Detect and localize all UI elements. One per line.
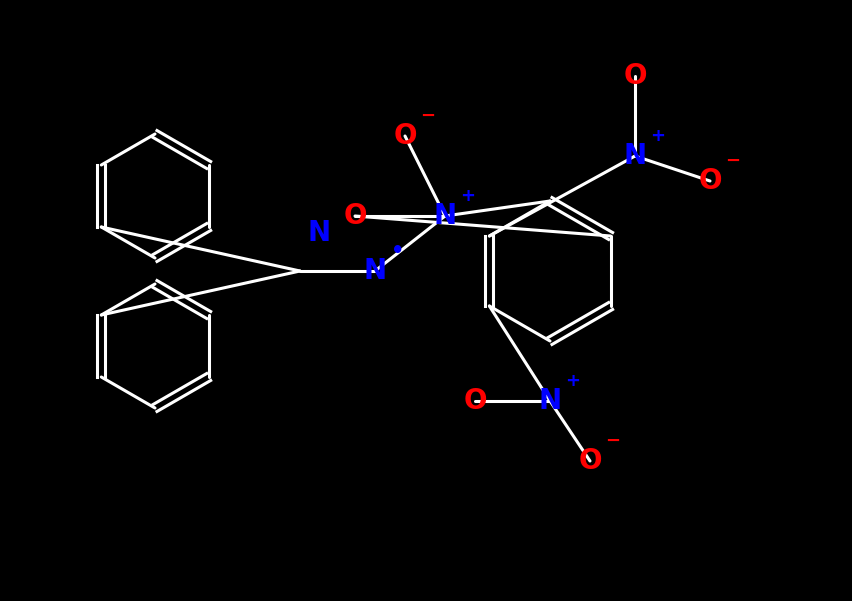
Text: +: +: [650, 127, 665, 145]
Text: +: +: [460, 187, 475, 205]
Text: −: −: [605, 432, 620, 450]
Text: N: N: [433, 202, 456, 230]
Text: N: N: [623, 142, 646, 170]
Text: O: O: [698, 167, 721, 195]
Text: •: •: [391, 241, 404, 261]
Text: O: O: [343, 202, 366, 230]
Text: N: N: [363, 257, 386, 285]
Text: O: O: [463, 387, 486, 415]
Text: +: +: [565, 372, 580, 390]
Text: O: O: [393, 122, 417, 150]
Text: N: N: [538, 387, 561, 415]
Text: O: O: [623, 62, 646, 90]
Text: −: −: [420, 107, 435, 125]
Text: O: O: [578, 447, 601, 475]
Text: −: −: [724, 152, 740, 170]
Text: N: N: [308, 219, 331, 247]
